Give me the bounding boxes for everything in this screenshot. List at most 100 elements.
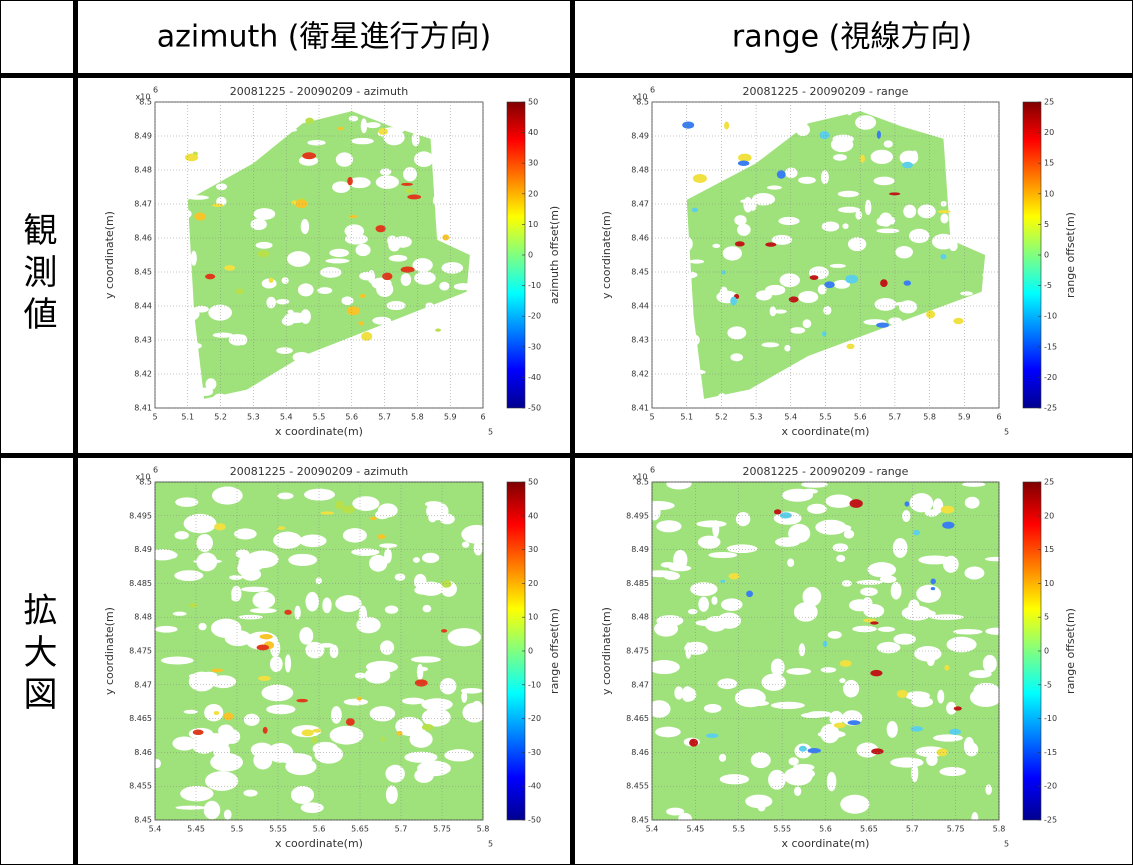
x-tick-label: 5.7 bbox=[378, 413, 391, 422]
offset-patch bbox=[880, 279, 888, 288]
offset-patch bbox=[949, 728, 961, 735]
offset-patch bbox=[336, 126, 344, 131]
data-gap bbox=[825, 494, 853, 508]
x-axis-label: x coordinate(m) bbox=[782, 837, 870, 850]
data-gap bbox=[679, 236, 693, 252]
offset-patch bbox=[259, 633, 273, 640]
data-gap bbox=[802, 586, 822, 607]
data-gap bbox=[329, 248, 349, 258]
data-gap bbox=[766, 185, 782, 190]
offset-patch bbox=[421, 724, 434, 731]
data-gap bbox=[300, 309, 311, 324]
data-gap bbox=[155, 365, 163, 370]
offset-patch bbox=[301, 729, 314, 737]
data-gap bbox=[210, 618, 242, 638]
colorbar-tick-label: 0 bbox=[528, 251, 533, 260]
data-gap bbox=[401, 320, 408, 328]
y-exponent: 6 bbox=[650, 86, 655, 95]
data-gap bbox=[746, 700, 770, 707]
offset-patch bbox=[930, 578, 936, 585]
x-tick-label: 5.45 bbox=[187, 825, 205, 834]
offset-patch bbox=[824, 281, 835, 289]
offset-patch bbox=[256, 644, 270, 651]
data-gap bbox=[198, 387, 214, 397]
offset-patch bbox=[930, 586, 936, 591]
data-gap bbox=[923, 347, 946, 358]
y-tick-label: 8.43 bbox=[631, 336, 649, 345]
data-gap bbox=[178, 209, 192, 219]
offset-patch bbox=[809, 275, 819, 280]
data-gap bbox=[690, 582, 718, 597]
data-gap bbox=[404, 751, 438, 763]
data-gap bbox=[877, 626, 896, 632]
data-gap bbox=[421, 552, 440, 564]
offset-patch bbox=[896, 689, 908, 698]
offset-patch bbox=[721, 270, 726, 275]
y-tick-label: 8.42 bbox=[134, 370, 152, 379]
data-gap bbox=[307, 139, 326, 146]
data-gap bbox=[932, 498, 944, 514]
data-gap bbox=[344, 224, 365, 238]
offset-patch bbox=[262, 726, 268, 734]
data-gap bbox=[721, 111, 730, 119]
colorbar-tick-label: 30 bbox=[528, 159, 538, 168]
data-gap bbox=[684, 641, 708, 655]
data-gap bbox=[876, 217, 889, 227]
data-gap bbox=[427, 352, 449, 365]
data-gap bbox=[879, 575, 897, 583]
colorbar-tick-label: 20 bbox=[528, 189, 538, 198]
colorbar-tick-label: 20 bbox=[1044, 511, 1054, 520]
data-gap bbox=[910, 150, 919, 163]
data-gap bbox=[414, 582, 445, 588]
offset-patch bbox=[375, 225, 386, 233]
data-gap bbox=[191, 735, 217, 754]
data-gap bbox=[654, 147, 676, 157]
data-gap bbox=[314, 390, 323, 406]
x-tick-label: 5.3 bbox=[247, 413, 260, 422]
data-gap bbox=[287, 309, 294, 314]
y-tick-label: 8.46 bbox=[134, 234, 152, 243]
x-tick-label: 5.65 bbox=[351, 825, 369, 834]
data-gap bbox=[849, 391, 872, 404]
column-header: range (視線方向) bbox=[732, 20, 972, 55]
data-gap bbox=[687, 334, 700, 347]
data-gap bbox=[839, 678, 846, 684]
data-gap bbox=[319, 267, 342, 278]
offset-patch bbox=[210, 668, 224, 673]
data-gap bbox=[322, 597, 332, 614]
data-gap bbox=[460, 316, 483, 322]
data-gap bbox=[459, 233, 477, 248]
data-gap bbox=[287, 251, 311, 267]
data-gap bbox=[679, 278, 687, 286]
footprint bbox=[686, 111, 986, 399]
y-tick-label: 8.495 bbox=[626, 511, 649, 520]
offset-patch bbox=[839, 660, 852, 667]
offset-patch bbox=[682, 121, 695, 129]
data-gap bbox=[971, 812, 979, 820]
y-tick-label: 8.47 bbox=[134, 200, 152, 209]
data-gap bbox=[416, 663, 424, 681]
data-gap bbox=[652, 700, 671, 718]
x-exponent: 5 bbox=[488, 428, 493, 437]
data-gap bbox=[276, 298, 290, 305]
data-gap bbox=[228, 333, 246, 346]
offset-patch bbox=[889, 192, 901, 196]
data-gap bbox=[243, 713, 260, 726]
x-tick-label: 5.9 bbox=[444, 413, 457, 422]
offset-patch bbox=[361, 331, 373, 341]
data-gap bbox=[208, 105, 225, 118]
data-gap bbox=[384, 605, 399, 614]
data-gap bbox=[198, 622, 207, 631]
data-gap bbox=[190, 250, 197, 266]
data-gap bbox=[386, 353, 396, 369]
data-gap bbox=[864, 199, 872, 216]
data-gap bbox=[229, 575, 243, 580]
data-gap bbox=[717, 612, 742, 629]
data-gap bbox=[395, 362, 408, 376]
data-gap bbox=[673, 549, 688, 570]
offset-patch bbox=[400, 266, 415, 273]
data-gap bbox=[778, 216, 800, 226]
data-gap bbox=[682, 687, 697, 702]
data-gap bbox=[316, 365, 327, 377]
x-tick-label: 5.5 bbox=[732, 825, 745, 834]
